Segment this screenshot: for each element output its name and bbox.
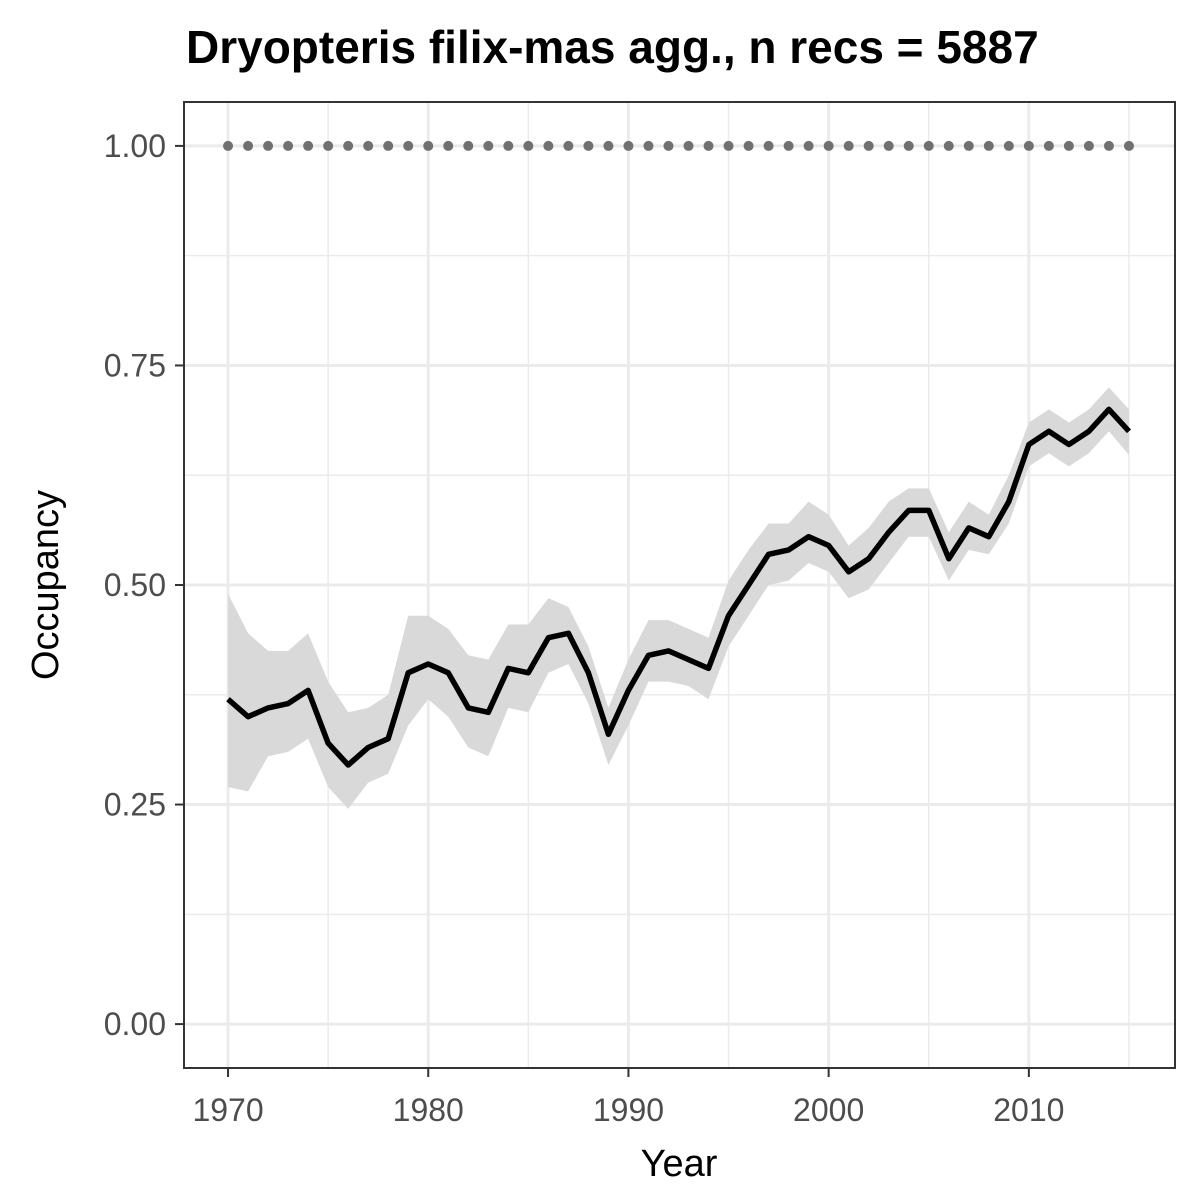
upper-bound-point — [283, 140, 294, 151]
upper-bound-point — [223, 140, 234, 151]
upper-bound-point — [1043, 140, 1054, 151]
upper-bound-point — [1063, 140, 1074, 151]
upper-bound-point — [1023, 140, 1034, 151]
x-tick-label: 2010 — [993, 1092, 1064, 1128]
upper-bound-point — [403, 140, 414, 151]
upper-bound-point — [803, 140, 814, 151]
upper-bound-point — [323, 140, 334, 151]
y-tick-label: 1.00 — [104, 128, 166, 164]
upper-bound-point — [1103, 140, 1114, 151]
x-tick-label: 1970 — [192, 1092, 263, 1128]
x-tick-label: 1980 — [393, 1092, 464, 1128]
upper-bound-point — [243, 140, 254, 151]
upper-bound-point — [363, 140, 374, 151]
upper-bound-point — [423, 140, 434, 151]
upper-bound-point — [783, 140, 794, 151]
upper-bound-point — [963, 140, 974, 151]
upper-bound-point — [663, 140, 674, 151]
upper-bound-point — [343, 140, 354, 151]
upper-bound-point — [683, 140, 694, 151]
upper-bound-point — [763, 140, 774, 151]
upper-bound-point — [943, 140, 954, 151]
upper-bound-point — [863, 140, 874, 151]
upper-bound-dots — [223, 140, 1134, 151]
upper-bound-point — [723, 140, 734, 151]
upper-bound-point — [1083, 140, 1094, 151]
upper-bound-point — [583, 140, 594, 151]
y-tick-label: 0.25 — [104, 787, 166, 823]
x-tick-label: 1990 — [593, 1092, 664, 1128]
x-axis: 1970 1980 1990 2000 2010 — [192, 1068, 1064, 1128]
upper-bound-point — [543, 140, 554, 151]
confidence-ribbon — [228, 387, 1129, 809]
upper-bound-point — [1003, 140, 1014, 151]
upper-bound-point — [923, 140, 934, 151]
upper-bound-point — [903, 140, 914, 151]
upper-bound-point — [1123, 140, 1134, 151]
x-axis-title: Year — [641, 1143, 718, 1185]
upper-bound-point — [263, 140, 274, 151]
y-tick-label: 0.50 — [104, 567, 166, 603]
upper-bound-point — [383, 140, 394, 151]
upper-bound-point — [743, 140, 754, 151]
upper-bound-point — [603, 140, 614, 151]
x-tick-label: 2000 — [793, 1092, 864, 1128]
upper-bound-point — [503, 140, 514, 151]
upper-bound-point — [643, 140, 654, 151]
upper-bound-point — [703, 140, 714, 151]
y-axis-title: Occupancy — [25, 490, 67, 680]
y-tick-label: 0.00 — [104, 1006, 166, 1042]
occupancy-line — [226, 406, 1132, 768]
upper-bound-point — [483, 140, 494, 151]
upper-bound-point — [443, 140, 454, 151]
upper-bound-point — [623, 140, 634, 151]
upper-bound-point — [463, 140, 474, 151]
upper-bound-point — [983, 140, 994, 151]
y-tick-label: 0.75 — [104, 347, 166, 383]
upper-bound-point — [523, 140, 534, 151]
upper-bound-point — [563, 140, 574, 151]
panel — [183, 101, 1176, 1069]
upper-bound-point — [843, 140, 854, 151]
upper-bound-point — [823, 140, 834, 151]
y-axis: 0.00 0.25 0.50 0.75 1.00 — [104, 128, 184, 1042]
upper-bound-point — [303, 140, 314, 151]
chart-title: Dryopteris filix-mas agg., n recs = 5887 — [186, 21, 1039, 73]
upper-bound-point — [883, 140, 894, 151]
